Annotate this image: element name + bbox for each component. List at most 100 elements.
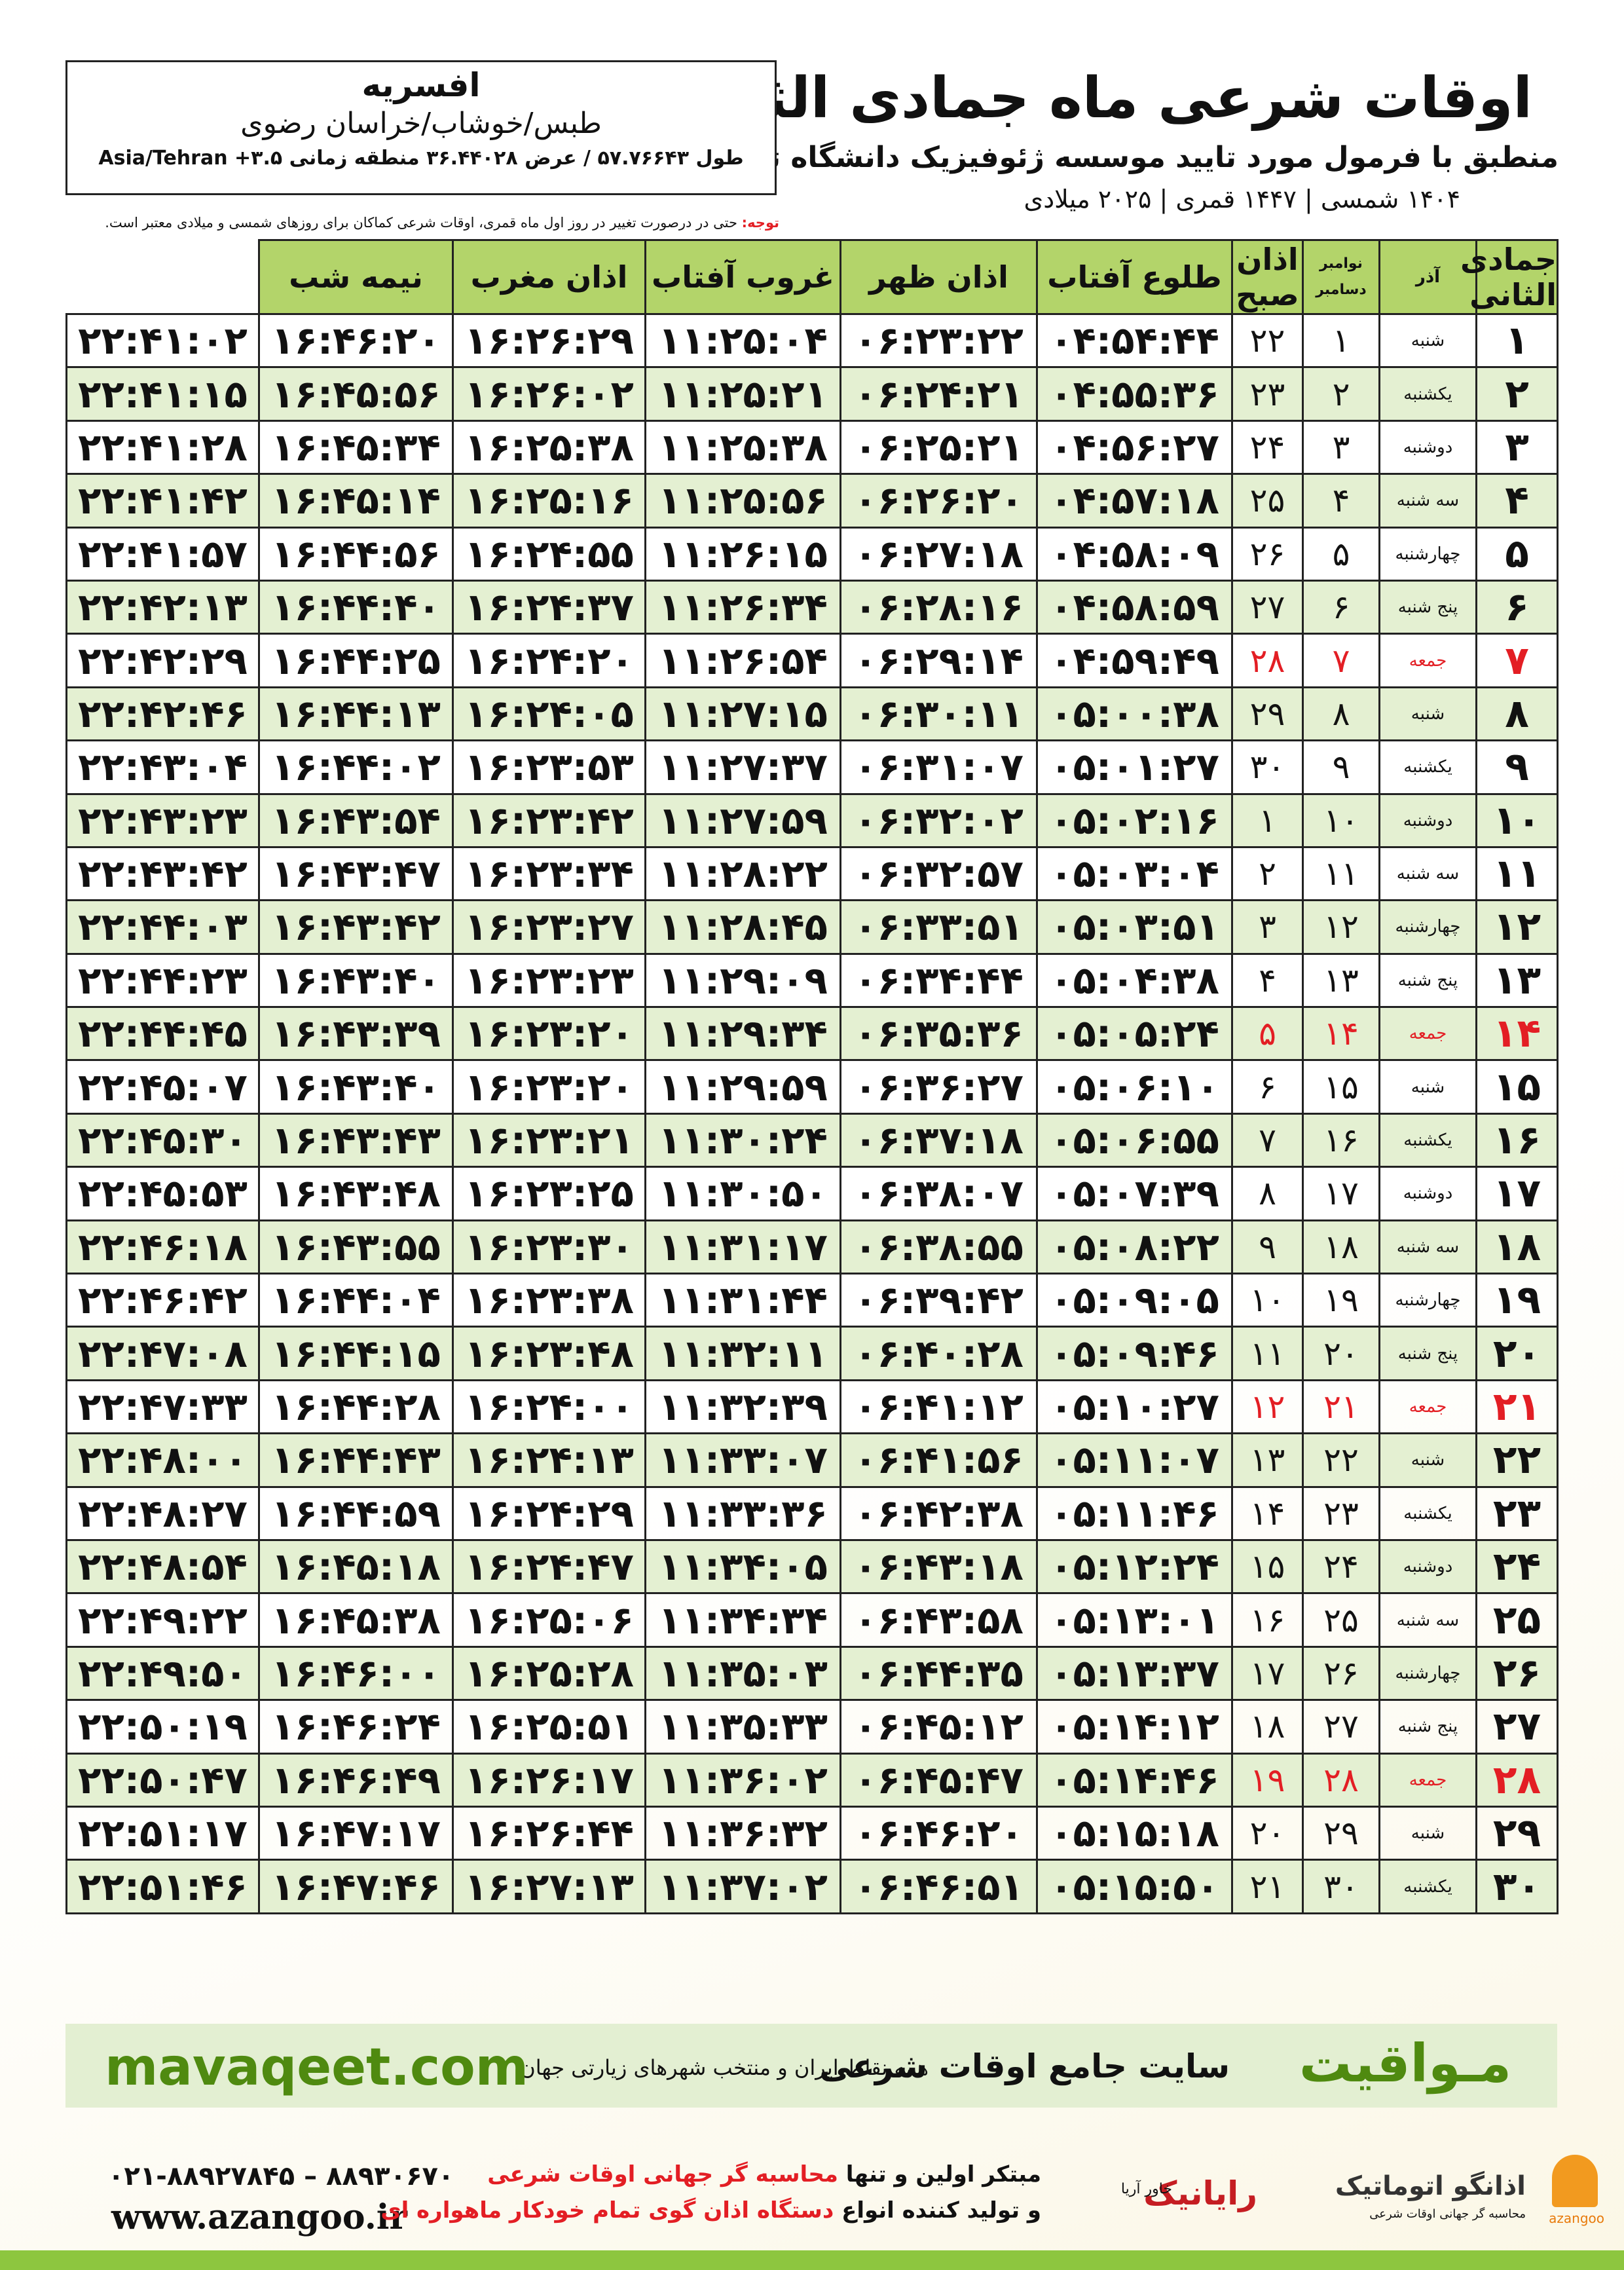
cell: ۱۰ xyxy=(1302,792,1380,848)
cell: ۱۶:۴۳:۴۲ xyxy=(258,899,454,955)
cell: دوشنبه xyxy=(1378,792,1477,848)
cell: چهارشنبه xyxy=(1378,526,1477,582)
cell: ۲۲:۴۶:۱۸ xyxy=(65,1219,260,1275)
cell: ۰۵:۱۰:۲۷ xyxy=(1036,1379,1233,1435)
cell: شنبه xyxy=(1378,1432,1477,1488)
cell: ۰۴:۵۵:۳۶ xyxy=(1036,366,1233,422)
cell: ۰۵:۰۶:۵۵ xyxy=(1036,1112,1233,1168)
column-header-line: دسامبر xyxy=(1316,282,1367,298)
cell: سه شنبه xyxy=(1378,846,1477,902)
cell: ۰۶:۳۸:۵۵ xyxy=(840,1219,1038,1275)
cell: ۳ xyxy=(1302,419,1380,475)
cell: ۲۶ xyxy=(1475,1645,1559,1702)
table-row: ۲۱ جمعه ۲۱ ۱۲ ۰۵:۱۰:۲۷ ۰۶:۴۱:۱۲ ۱۱:۳۲:۳۹ ۱۶:۲۴:… xyxy=(65,1379,1559,1435)
cell: ۱۶:۴۴:۰۴ xyxy=(258,1273,454,1328)
cell: ۰۶:۴۳:۱۸ xyxy=(840,1538,1038,1595)
cell: ۲۷ xyxy=(1302,1699,1380,1755)
cell: ۱۱:۳۳:۰۷ xyxy=(644,1432,841,1488)
cell: ۲۵ xyxy=(1302,1592,1380,1648)
table-row: ۴ سه شنبه ۴ ۲۵ ۰۴:۵۷:۱۸ ۰۶:۲۶:۲۰ ۱۱:۲۵:۵۶ ۱۶:۲۵… xyxy=(65,473,1559,529)
cell: ۲۲:۴۶:۴۲ xyxy=(65,1273,260,1328)
cell: ۹ xyxy=(1302,739,1380,795)
cell: ۲ xyxy=(1302,366,1380,422)
cell: ۰۵:۰۰:۳۸ xyxy=(1036,686,1233,742)
table-row: ۱ شنبه ۱ ۲۲ ۰۴:۵۴:۴۴ ۰۶:۲۳:۲۲ ۱۱:۲۵:۰۴ ۱۶:۲۶:۲۹… xyxy=(65,312,1559,369)
title: اوقات شرعی ماه جمادی الثانی xyxy=(667,65,1532,131)
cell: ۱۶:۲۴:۲۰ xyxy=(452,633,646,688)
cell: ۱۱:۳۶:۰۲ xyxy=(644,1752,841,1808)
cell: ۲۹ xyxy=(1475,1805,1559,1861)
text: مبتکر اولین و تنها xyxy=(845,2161,1041,2187)
cell: ۱۱:۲۷:۵۹ xyxy=(644,792,841,848)
cell: ۲۱ xyxy=(1475,1379,1559,1435)
table-row: ۱۶ یکشنبه ۱۶ ۷ ۰۵:۰۶:۵۵ ۰۶:۳۷:۱۸ ۱۱:۳۰:۲۴ ۱۶:۲۳… xyxy=(65,1112,1559,1168)
column-header: اذان ظهر xyxy=(840,239,1038,315)
cell: ۲۰ xyxy=(1475,1326,1559,1381)
cell: ۱۰ xyxy=(1231,1273,1304,1328)
cell: ۲۲:۴۱:۰۲ xyxy=(65,312,260,369)
cell: ۱۱:۲۷:۱۵ xyxy=(644,686,841,742)
brand: مـواقیت xyxy=(1299,2033,1511,2094)
cell: ۶ xyxy=(1475,579,1559,635)
cell: ۲۵ xyxy=(1231,473,1304,529)
table-row: ۱۸ سه شنبه ۱۸ ۹ ۰۵:۰۸:۲۲ ۰۶:۳۸:۵۵ ۱۱:۳۱:۱۷ ۱۶:۲… xyxy=(65,1219,1559,1275)
cell: ۲۱ xyxy=(1302,1379,1380,1435)
cell: ۰۶:۳۴:۴۴ xyxy=(840,952,1038,1009)
cell: ۲۱ xyxy=(1231,1859,1304,1914)
site[interactable]: mavaqeet.com xyxy=(105,2038,529,2097)
cell: ۲۲ xyxy=(1231,312,1304,369)
table-row: ۱۷ دوشنبه ۱۷ ۸ ۰۵:۰۷:۳۹ ۰۶:۳۸:۰۷ ۱۱:۳۰:۵۰ ۱۶:۲۳… xyxy=(65,1166,1559,1221)
cell: ۲۲:۴۵:۳۰ xyxy=(65,1112,260,1168)
cell: ۱۶:۲۳:۲۳ xyxy=(452,952,646,1009)
table-row: ۱۳ پنج شنبه ۱۳ ۴ ۰۵:۰۴:۳۸ ۰۶:۳۴:۴۴ ۱۱:۲۹:۰۹ ۱۶:… xyxy=(65,952,1559,1009)
cell: ۲۲:۵۰:۱۹ xyxy=(65,1699,260,1755)
cell: ۱۶:۲۶:۱۷ xyxy=(452,1752,646,1808)
cell: ۰۵:۰۵:۲۴ xyxy=(1036,1006,1233,1062)
cell: ۲۸ xyxy=(1231,633,1304,688)
logo: رایانیک xyxy=(1143,2174,1257,2212)
cell: ۱۶:۴۵:۳۸ xyxy=(258,1592,454,1648)
bottom-bar xyxy=(0,2250,1624,2270)
table-row: ۲۳ یکشنبه ۲۳ ۱۴ ۰۵:۱۱:۴۶ ۰۶:۴۲:۳۸ ۱۱:۳۳:۳۶ ۱۶:۲… xyxy=(65,1485,1559,1541)
column-header: نیمه شب xyxy=(258,239,454,315)
cell: ۰۵:۱۵:۵۰ xyxy=(1036,1859,1233,1914)
cell: ۱۱:۲۹:۳۴ xyxy=(644,1006,841,1062)
cell: ۰۵:۱۱:۴۶ xyxy=(1036,1485,1233,1541)
cell: ۱۶:۴۳:۵۴ xyxy=(258,792,454,848)
note: توجه: حتی در درصورت تغییر در روز اول ماه… xyxy=(65,215,779,231)
website[interactable]: www.azangoo.ir xyxy=(111,2197,407,2237)
cell: ۸ xyxy=(1302,686,1380,742)
cell: ۰۵:۰۴:۳۸ xyxy=(1036,952,1233,1009)
cell: ۰۵:۰۲:۱۶ xyxy=(1036,792,1233,848)
cell: ۰۵:۱۲:۲۴ xyxy=(1036,1538,1233,1595)
cell: ۲۲:۴۱:۲۸ xyxy=(65,419,260,475)
cell: ۱۱:۲۷:۳۷ xyxy=(644,739,841,795)
column-header: نوامبر دسامبر xyxy=(1302,239,1380,315)
cell: ۰۵:۰۳:۰۴ xyxy=(1036,846,1233,902)
cell: ۲۲:۴۳:۴۲ xyxy=(65,846,260,902)
cell: ۰۴:۵۶:۲۷ xyxy=(1036,419,1233,475)
cell: ۱۶:۲۳:۳۰ xyxy=(452,1219,646,1275)
cell: ۰۶:۴۰:۲۸ xyxy=(840,1326,1038,1381)
cell: ۰۴:۵۷:۱۸ xyxy=(1036,473,1233,529)
cell: ۰۵:۱۳:۰۱ xyxy=(1036,1592,1233,1648)
cell: ۵ xyxy=(1475,526,1559,582)
table-row: ۳۰ یکشنبه ۳۰ ۲۱ ۰۵:۱۵:۵۰ ۰۶:۴۶:۵۱ ۱۱:۳۷:۰۲ ۱۶:۲… xyxy=(65,1859,1559,1914)
cell: ۲۲:۴۳:۲۳ xyxy=(65,792,260,848)
cell: ۲۲:۴۹:۲۲ xyxy=(65,1592,260,1648)
cell: ۷ xyxy=(1231,1112,1304,1168)
cell: ۱۶:۴۳:۳۹ xyxy=(258,1006,454,1062)
cell: ۲۲:۴۹:۵۰ xyxy=(65,1645,260,1702)
cell: ۲۲:۴۲:۱۳ xyxy=(65,579,260,635)
cell: ۱۶:۴۳:۴۰ xyxy=(258,1059,454,1115)
cell: پنج شنبه xyxy=(1378,952,1477,1009)
column-header: اذان مغرب xyxy=(452,239,646,315)
cell: یکشنبه xyxy=(1378,739,1477,795)
cell: ۱۶:۴۵:۵۶ xyxy=(258,366,454,422)
cell: ۱۶:۲۳:۳۸ xyxy=(452,1273,646,1328)
footer-line: و تولید کننده انواع دستگاه اذان گوی تمام… xyxy=(380,2197,1041,2223)
subtitle: منطبق با فرمول مورد تایید موسسه ژئوفیزیک… xyxy=(698,141,1559,174)
region: طبس/خوشاب/خراسان رضوی xyxy=(240,107,602,140)
table-row: ۲۲ شنبه ۲۲ ۱۳ ۰۵:۱۱:۰۷ ۰۶:۴۱:۵۶ ۱۱:۳۳:۰۷ ۱۶:۲۴:… xyxy=(65,1432,1559,1488)
cell: ۲۲ xyxy=(1302,1432,1380,1488)
